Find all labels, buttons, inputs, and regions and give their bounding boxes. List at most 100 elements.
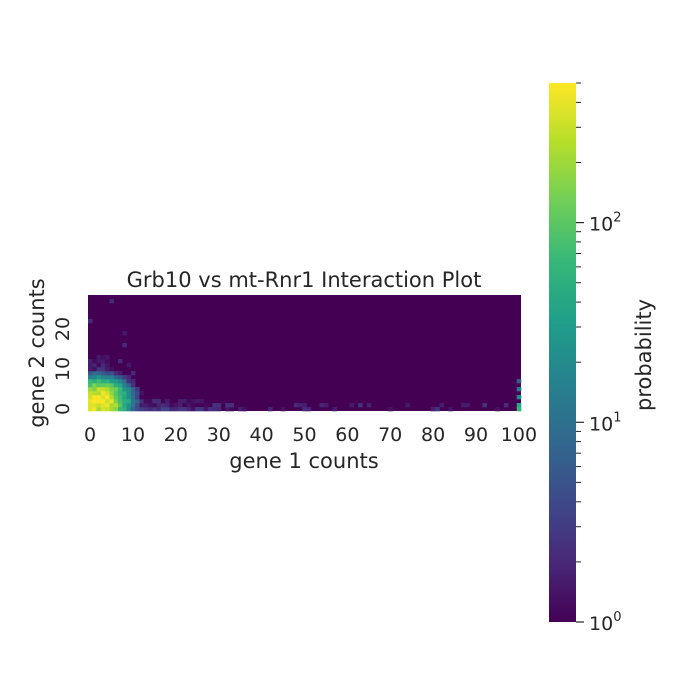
heatmap-cell	[126, 403, 132, 408]
y-tick-label: 0	[52, 403, 74, 415]
heatmap-cell	[88, 367, 93, 372]
heatmap-cell	[105, 391, 110, 396]
heatmap-cell	[113, 391, 119, 396]
heatmap-cell	[88, 383, 93, 388]
heatmap-cell	[130, 387, 136, 392]
heatmap-cell	[169, 407, 175, 412]
heatmap-cell	[358, 403, 363, 408]
heatmap-cell	[100, 363, 106, 368]
heatmap-cell	[439, 403, 445, 408]
heatmap-cell	[516, 403, 522, 408]
heatmap-cell	[126, 407, 132, 412]
heatmap-cell	[268, 407, 273, 412]
heatmap-cell	[203, 407, 209, 412]
heatmap-cell	[148, 403, 153, 408]
heatmap-cell	[92, 403, 97, 408]
heatmap-cell	[92, 399, 97, 404]
heatmap-cell	[130, 399, 136, 404]
heatmap-cell	[152, 407, 157, 412]
heatmap-cell	[126, 387, 132, 392]
heatmap-cell	[130, 403, 136, 408]
heatmap-cell	[118, 407, 123, 412]
heatmap-cell	[96, 383, 102, 388]
heatmap-cell	[105, 387, 110, 392]
heatmap-cell	[88, 319, 93, 324]
heatmap-cell	[165, 399, 170, 404]
x-tick-label: 90	[464, 424, 488, 446]
heatmap-background	[88, 295, 521, 411]
heatmap-cell	[118, 391, 123, 396]
heatmap-cell	[122, 383, 127, 388]
heatmap-cell	[109, 371, 115, 376]
x-tick-label: 60	[335, 424, 359, 446]
heatmap-cell	[96, 367, 102, 372]
heatmap-cell	[100, 395, 106, 400]
heatmap-cell	[435, 407, 440, 412]
heatmap-cell	[118, 371, 123, 376]
heatmap-cell	[100, 355, 106, 360]
heatmap-cell	[92, 387, 97, 392]
heatmap-cell	[238, 407, 243, 412]
heatmap-cell	[109, 299, 115, 304]
heatmap-cell	[122, 375, 127, 380]
heatmap-cell	[332, 407, 337, 412]
heatmap-cell	[165, 407, 170, 412]
colorbar-ticks: 100 101 102	[576, 82, 621, 635]
heatmap-cell	[143, 403, 149, 408]
heatmap-cell	[130, 379, 136, 384]
heatmap-cell	[323, 403, 329, 408]
heatmap-cell	[195, 399, 200, 404]
heatmap-cell	[105, 355, 110, 360]
heatmap-cell	[122, 395, 127, 400]
heatmap-cell	[156, 403, 162, 408]
colorbar-tick-label: 100	[589, 610, 621, 635]
heatmap-cell	[126, 399, 132, 404]
heatmap-cell	[135, 403, 140, 408]
heatmap-cell	[88, 399, 93, 404]
heatmap-cell	[92, 379, 97, 384]
heatmap-cell	[122, 331, 127, 336]
x-tick-label: 30	[207, 424, 231, 446]
heatmap-cell	[302, 403, 307, 408]
heatmap-cell	[126, 383, 132, 388]
heatmap-cell	[96, 403, 102, 408]
heatmap-cell	[105, 383, 110, 388]
heatmap-cell	[195, 407, 200, 412]
heatmap-cell	[100, 367, 106, 372]
y-tick-label: 10	[52, 357, 74, 381]
x-tick-label: 20	[164, 424, 188, 446]
heatmap-cell	[130, 371, 136, 376]
heatmap-cell	[169, 403, 175, 408]
heatmap-cell	[186, 407, 192, 412]
heatmap-cell	[516, 395, 522, 400]
heatmap-cell	[109, 379, 115, 384]
heatmap-cell	[118, 383, 123, 388]
heatmap-cell	[126, 363, 132, 368]
heatmap-cell	[109, 399, 115, 404]
heatmap-cell	[109, 391, 115, 396]
heatmap-cell	[100, 383, 106, 388]
heatmap-cell	[118, 387, 123, 392]
heatmap-cell	[113, 383, 119, 388]
heatmap-cell	[495, 407, 500, 412]
heatmap-cell	[122, 407, 127, 412]
heatmap-cell	[135, 399, 140, 404]
heatmap-cell	[516, 407, 522, 412]
heatmap-cell	[96, 395, 102, 400]
heatmap-cell	[118, 399, 123, 404]
heatmap-cell	[109, 375, 115, 380]
chart-title: Grb10 vs mt-Rnr1 Interaction Plot	[127, 268, 482, 292]
heatmap-cell	[100, 371, 106, 376]
colorbar-tick-label: 102	[589, 211, 621, 236]
heatmap-cell	[92, 407, 97, 412]
heatmap-cell	[229, 403, 235, 408]
heatmap-cell	[96, 379, 102, 384]
heatmap-cell	[126, 379, 132, 384]
heatmap-cell	[105, 359, 110, 364]
heatmap-cell	[96, 359, 102, 364]
heatmap-cell	[92, 367, 97, 372]
heatmap-cell	[143, 399, 149, 404]
heatmap-cell	[190, 399, 196, 404]
heatmap-cell	[100, 387, 106, 392]
heatmap-cell	[448, 407, 453, 412]
